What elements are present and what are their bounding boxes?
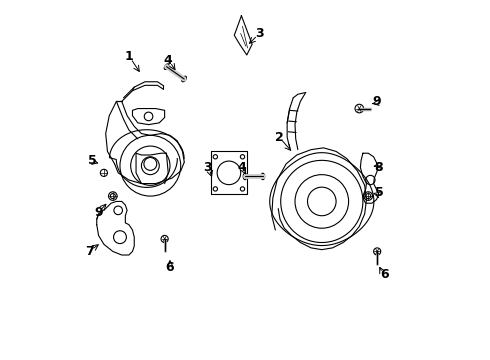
Text: 3: 3	[255, 27, 264, 40]
Text: 9: 9	[94, 206, 103, 219]
Text: 1: 1	[124, 50, 133, 63]
Text: 2: 2	[274, 131, 283, 144]
Text: 8: 8	[375, 161, 383, 174]
Text: 4: 4	[164, 54, 172, 67]
Text: 3: 3	[203, 161, 212, 174]
Text: 7: 7	[85, 245, 94, 258]
Text: 9: 9	[373, 95, 382, 108]
Text: 5: 5	[374, 186, 383, 199]
Text: 4: 4	[237, 161, 246, 174]
Text: 6: 6	[380, 268, 389, 281]
Text: 6: 6	[166, 261, 174, 274]
Text: 5: 5	[88, 154, 97, 167]
